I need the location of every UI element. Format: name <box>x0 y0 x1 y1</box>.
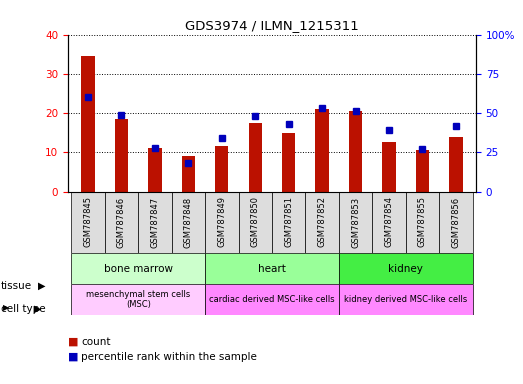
Text: cell type: cell type <box>1 304 46 314</box>
Text: count: count <box>81 337 110 347</box>
Bar <box>339 192 372 253</box>
Bar <box>138 192 172 253</box>
Text: heart: heart <box>258 264 286 274</box>
Bar <box>205 253 339 284</box>
Bar <box>372 192 406 253</box>
Text: GSM787849: GSM787849 <box>217 197 226 247</box>
Bar <box>439 192 473 253</box>
Text: ▶: ▶ <box>3 303 9 312</box>
Bar <box>315 109 329 192</box>
Text: mesenchymal stem cells
(MSC): mesenchymal stem cells (MSC) <box>86 290 190 309</box>
Text: tissue: tissue <box>1 281 32 291</box>
Text: kidney: kidney <box>388 264 423 274</box>
Text: GSM787851: GSM787851 <box>284 197 293 247</box>
Text: GSM787847: GSM787847 <box>151 197 160 248</box>
Bar <box>416 150 429 192</box>
Bar <box>181 156 195 192</box>
Bar <box>205 284 339 315</box>
Text: kidney derived MSC-like cells: kidney derived MSC-like cells <box>344 295 468 304</box>
Title: GDS3974 / ILMN_1215311: GDS3974 / ILMN_1215311 <box>185 19 359 32</box>
Bar <box>71 284 205 315</box>
Bar <box>272 192 305 253</box>
Text: GSM787846: GSM787846 <box>117 197 126 248</box>
Bar <box>148 148 162 192</box>
Bar <box>238 192 272 253</box>
Text: GSM787854: GSM787854 <box>384 197 393 247</box>
Text: percentile rank within the sample: percentile rank within the sample <box>81 352 257 362</box>
Text: ■: ■ <box>68 337 78 347</box>
Bar <box>215 146 229 192</box>
Text: GSM787856: GSM787856 <box>451 197 460 248</box>
Text: cardiac derived MSC-like cells: cardiac derived MSC-like cells <box>209 295 335 304</box>
Bar <box>205 192 238 253</box>
Bar <box>339 284 473 315</box>
Bar <box>115 119 128 192</box>
Text: GSM787852: GSM787852 <box>317 197 327 247</box>
Bar <box>339 253 473 284</box>
Bar <box>71 253 205 284</box>
Text: GSM787855: GSM787855 <box>418 197 427 247</box>
Text: GSM787845: GSM787845 <box>84 197 93 247</box>
Bar <box>105 192 138 253</box>
Bar <box>406 192 439 253</box>
Bar <box>305 192 339 253</box>
Text: ■: ■ <box>68 352 78 362</box>
Bar <box>349 111 362 192</box>
Bar <box>282 132 295 192</box>
Bar <box>248 123 262 192</box>
Text: bone marrow: bone marrow <box>104 264 173 274</box>
Text: GSM787848: GSM787848 <box>184 197 193 248</box>
Bar <box>71 192 105 253</box>
Bar <box>449 137 462 192</box>
Text: GSM787850: GSM787850 <box>251 197 260 247</box>
Text: ▶: ▶ <box>38 281 45 291</box>
Text: ▶: ▶ <box>34 304 41 314</box>
Bar <box>382 142 396 192</box>
Bar <box>82 56 95 192</box>
Text: GSM787853: GSM787853 <box>351 197 360 248</box>
Bar <box>172 192 205 253</box>
